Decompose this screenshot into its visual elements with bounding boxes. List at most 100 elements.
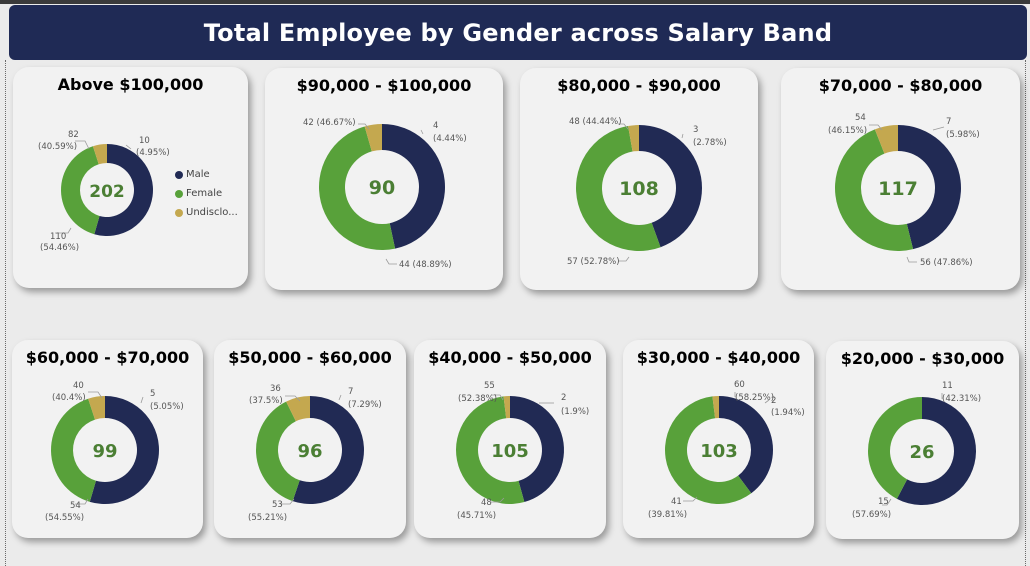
slice-female[interactable] (318, 126, 396, 251)
label-leader-line (932, 126, 945, 131)
slice-undisclosed[interactable] (874, 125, 898, 154)
legend-item-male[interactable]: Male (175, 165, 238, 184)
legend-label: Male (186, 169, 210, 180)
donut-chart: 108 48 (44.44%) 57 (52.78%) 3 (2.78%) (567, 117, 727, 267)
slice-male[interactable] (639, 125, 702, 248)
slice-male[interactable] (292, 396, 364, 504)
slice-female[interactable] (868, 397, 922, 499)
chart-card-20000-30000[interactable]: $20,000 - $30,000 26 15 (57.69%) 11 (42.31%) (826, 341, 1019, 539)
chart-card-40000-50000[interactable]: $40,000 - $50,000 105 48 (45.71%) 55 (52.38%… (414, 340, 606, 538)
total-value: 103 (700, 441, 738, 462)
donut-chart: 96 53 (55.21%) 36 (37.5%) 7 (7.29%) (248, 384, 382, 523)
slice-undisclosed[interactable] (286, 396, 310, 422)
slice-female[interactable] (456, 396, 525, 504)
slice-undisclosed[interactable] (712, 396, 719, 419)
report-title: Total Employee by Gender across Salary B… (203, 18, 833, 47)
total-value: 26 (909, 442, 934, 463)
chart-title: $60,000 - $70,000 (25, 348, 190, 367)
legend-marker-male (175, 170, 183, 179)
data-label-undisclosed: 2 (771, 396, 776, 406)
slice-male[interactable] (89, 396, 160, 504)
chart-card-60000-70000[interactable]: $60,000 - $70,000 99 54 (54.55%) 40 (40.4%) 5… (12, 340, 203, 538)
chart-card-30000-40000[interactable]: $30,000 - $40,000 103 41 (39.81%) 60 (58.25%… (623, 340, 814, 538)
total-value: 202 (89, 182, 125, 202)
donut-chart: 99 54 (54.55%) 40 (40.4%) 5 (5.05%) (45, 381, 184, 523)
chart-card-above-100000[interactable]: Above $100,000 202 110 (54.46%) 82 (40.59%) 1… (13, 67, 248, 288)
slice-undisclosed[interactable] (92, 144, 107, 165)
chart-card-80000-90000[interactable]: $80,000 - $90,000 108 48 (44.44%) 57 (52.7… (520, 68, 758, 290)
data-label-percent-female: (52.38%) (458, 394, 497, 404)
legend-marker-undisclosed (175, 208, 183, 217)
data-label-percent-undisclosed: (7.29%) (348, 400, 382, 410)
data-label-percent-female: (40.4%) (52, 393, 86, 403)
data-label-female: 56 (47.86%) (920, 258, 973, 268)
data-label-percent-male: (54.55%) (45, 513, 84, 523)
label-leader-line (906, 256, 917, 263)
total-value: 99 (92, 441, 117, 462)
slice-female[interactable] (834, 129, 914, 252)
data-label-female: 60 (734, 380, 745, 390)
data-label-percent-undisclosed: (4.44%) (433, 134, 467, 144)
label-leader-line (681, 133, 684, 139)
label-leader-line (125, 144, 132, 150)
data-label-percent-male: (54.46%) (40, 243, 79, 253)
chart-card-90000-100000[interactable]: $90,000 - $100,000 90 42 (46.67%) 44 (48.8… (265, 68, 503, 290)
donut-chart: 202 110(54.46%) 82 (40.59%) 10 (4.95%) (38, 130, 170, 253)
data-label-percent-undisclosed: (1.9%) (561, 407, 589, 417)
slice-male[interactable] (382, 124, 446, 249)
total-value: 117 (878, 178, 918, 200)
donut-chart: 117 54 (46.15%) 56 (47.86%) 7 (5.98%) (828, 113, 980, 268)
slice-female[interactable] (255, 401, 300, 502)
chart-card-70000-80000[interactable]: $70,000 - $80,000 117 54 (46.15%) 56 (47.86… (781, 68, 1020, 290)
data-label-undisclosed: 5 (150, 389, 155, 399)
data-label-percent-female: (42.31%) (942, 394, 981, 404)
slice-undisclosed[interactable] (503, 396, 510, 419)
chart-card-50000-60000[interactable]: $50,000 - $60,000 96 53 (55.21%) 36 (37.5%) 7… (214, 340, 406, 538)
data-label-male: 41 (671, 497, 682, 507)
slice-male[interactable] (94, 144, 153, 236)
slice-female[interactable] (665, 396, 752, 504)
label-leader-line (618, 256, 630, 262)
data-label-male: 54 (70, 501, 81, 511)
total-value: 108 (619, 178, 659, 200)
slice-male[interactable] (896, 397, 976, 505)
donut-chart: 103 41 (39.81%) 60 (58.25%)2 (1.94%) (648, 380, 805, 520)
data-label-percent-male: (46.15%) (828, 126, 867, 136)
slice-male[interactable] (510, 396, 564, 503)
label-leader-line (75, 498, 89, 505)
data-label-female: 44 (48.89%) (399, 260, 452, 270)
data-label-undisclosed: 7 (348, 387, 353, 397)
data-label-male: 53 (272, 500, 283, 510)
donut-chart: 26 15 (57.69%) 11 (42.31%) (852, 381, 981, 520)
label-leader-line (618, 123, 629, 130)
slice-female[interactable] (576, 125, 661, 251)
data-label-percent-male: (55.21%) (248, 513, 287, 523)
total-value: 96 (297, 441, 322, 462)
data-label-male: 15 (878, 497, 889, 507)
slice-undisclosed[interactable] (364, 124, 382, 152)
label-leader-line (490, 497, 505, 503)
slice-male[interactable] (719, 396, 773, 494)
donut-chart: 105 48 (45.71%) 55 (52.38%) 2 (1.9%) (456, 381, 589, 521)
slice-male[interactable] (898, 125, 962, 250)
data-label-undisclosed: 10 (139, 136, 150, 146)
slice-female[interactable] (61, 146, 100, 235)
data-label-undisclosed: 2 (561, 393, 566, 403)
data-label-percent-undisclosed: (4.95%) (136, 148, 170, 158)
data-label-percent-undisclosed: (2.78%) (693, 138, 727, 148)
data-label-undisclosed: 7 (946, 117, 951, 127)
data-label-percent-female: (40.59%) (38, 142, 77, 152)
legend-item-undisclosed[interactable]: Undisclo... (175, 203, 238, 222)
chart-title: $20,000 - $30,000 (840, 349, 1005, 368)
data-label-female: 36 (270, 384, 281, 394)
donut-chart: 90 42 (46.67%) 44 (48.89%) 4 (4.44%) (303, 118, 467, 270)
slice-undisclosed[interactable] (88, 396, 105, 420)
label-leader-line (75, 140, 90, 150)
slice-undisclosed[interactable] (628, 125, 639, 152)
slice-female[interactable] (51, 398, 96, 502)
label-leader-line (358, 123, 370, 130)
dotted-frame-left (5, 60, 6, 566)
legend-item-female[interactable]: Female (175, 184, 238, 203)
total-value: 105 (491, 441, 529, 462)
data-label-undisclosed: 3 (693, 125, 698, 135)
